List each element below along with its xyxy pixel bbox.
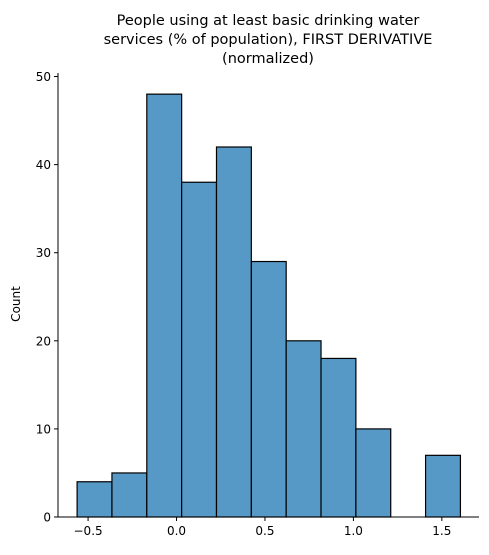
histogram-bar	[76, 481, 113, 518]
y-axis-label: Count	[9, 286, 23, 322]
x-tick-label: 0.5	[255, 524, 274, 538]
y-tick-label: 0	[43, 511, 51, 525]
y-tick-label: 20	[36, 334, 51, 348]
histogram-bar	[250, 260, 287, 518]
histogram-bar	[320, 357, 357, 518]
histogram-bar	[285, 340, 322, 518]
y-tick-label: 10	[36, 422, 51, 436]
x-tick-label: −0.5	[74, 524, 103, 538]
title-line: (normalized)	[222, 51, 314, 67]
x-axis: −0.5 0.0 0.5 1.0 1.5	[58, 516, 479, 538]
histogram-bar	[111, 472, 148, 518]
y-tick-label: 40	[36, 158, 51, 172]
histogram-bar	[424, 454, 462, 518]
bars-group	[76, 93, 462, 518]
y-axis: 0 10 20 30 40 50	[36, 70, 59, 525]
x-tick-label: 0.0	[167, 524, 186, 538]
y-tick-label: 30	[36, 246, 51, 260]
histogram-bar	[355, 428, 392, 518]
histogram-bar	[215, 146, 252, 518]
x-tick-label: 1.5	[432, 524, 451, 538]
title-line: People using at least basic drinking wat…	[117, 13, 420, 29]
chart-title: People using at least basic drinking wat…	[104, 13, 433, 67]
x-tick-label: 1.0	[344, 524, 363, 538]
histogram-bar	[146, 93, 183, 518]
y-tick-label: 50	[36, 70, 51, 84]
title-line: services (% of population), FIRST DERIVA…	[104, 32, 433, 48]
histogram-bar	[181, 181, 218, 518]
